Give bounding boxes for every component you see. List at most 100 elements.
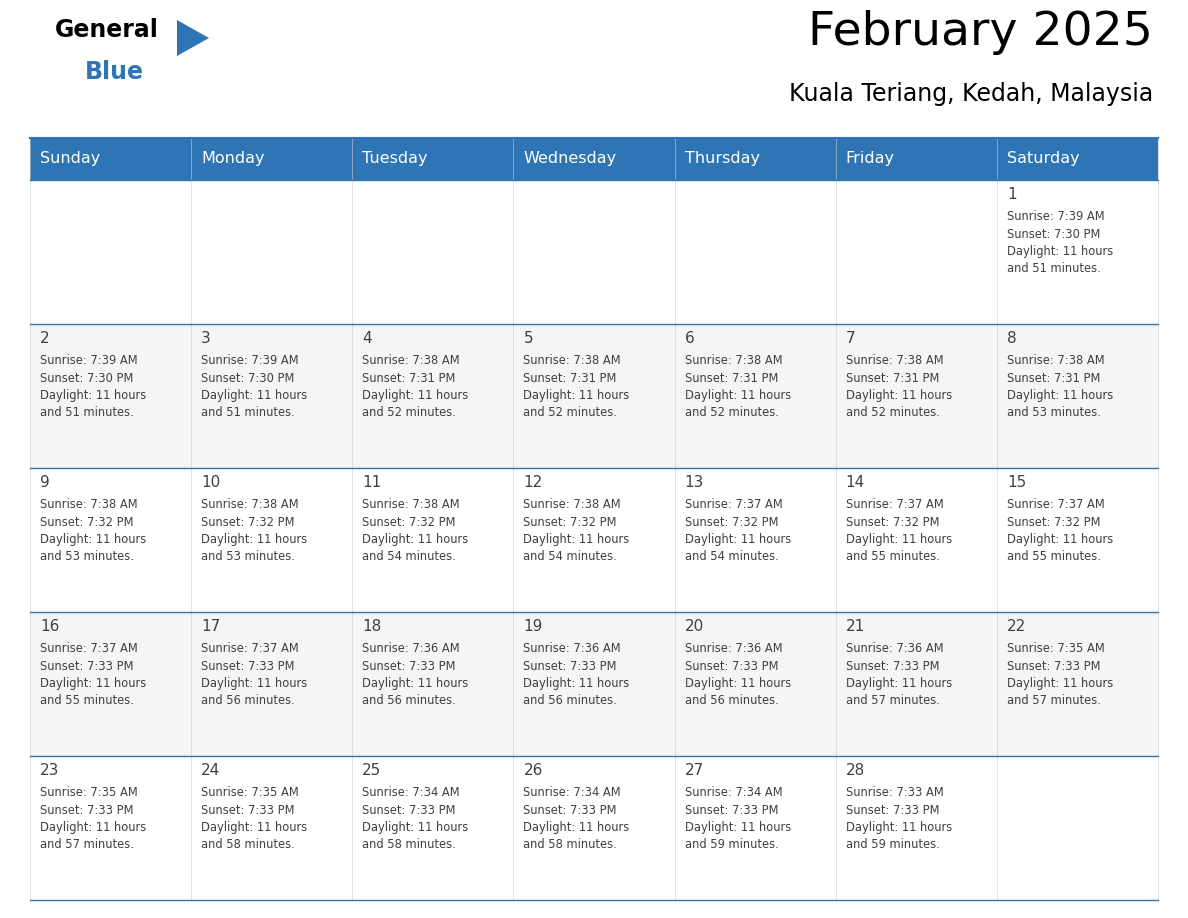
Text: Sunset: 7:33 PM: Sunset: 7:33 PM bbox=[524, 803, 617, 816]
Bar bbox=[513, 324, 675, 468]
Bar bbox=[353, 612, 513, 756]
Text: Daylight: 11 hours: Daylight: 11 hours bbox=[40, 389, 146, 402]
Text: 20: 20 bbox=[684, 619, 703, 634]
Text: Sunset: 7:31 PM: Sunset: 7:31 PM bbox=[362, 372, 456, 385]
Text: and 51 minutes.: and 51 minutes. bbox=[40, 407, 134, 420]
Text: Sunrise: 7:37 AM: Sunrise: 7:37 AM bbox=[1007, 498, 1105, 511]
Text: and 57 minutes.: and 57 minutes. bbox=[1007, 695, 1101, 708]
Text: Sunset: 7:32 PM: Sunset: 7:32 PM bbox=[846, 516, 940, 529]
Text: Sunrise: 7:35 AM: Sunrise: 7:35 AM bbox=[201, 786, 299, 799]
Text: Sunset: 7:33 PM: Sunset: 7:33 PM bbox=[201, 659, 295, 673]
Text: and 59 minutes.: and 59 minutes. bbox=[684, 838, 778, 852]
Bar bbox=[30, 138, 1158, 180]
Text: Sunset: 7:33 PM: Sunset: 7:33 PM bbox=[40, 803, 133, 816]
Bar bbox=[675, 756, 835, 900]
Text: and 58 minutes.: and 58 minutes. bbox=[201, 838, 295, 852]
Text: Sunset: 7:33 PM: Sunset: 7:33 PM bbox=[684, 659, 778, 673]
Text: Sunset: 7:33 PM: Sunset: 7:33 PM bbox=[524, 659, 617, 673]
Text: Daylight: 11 hours: Daylight: 11 hours bbox=[362, 389, 468, 402]
Bar bbox=[191, 612, 353, 756]
Bar bbox=[513, 468, 675, 612]
Text: 26: 26 bbox=[524, 763, 543, 778]
Text: Sunrise: 7:38 AM: Sunrise: 7:38 AM bbox=[362, 498, 460, 511]
Text: Sunrise: 7:39 AM: Sunrise: 7:39 AM bbox=[40, 354, 138, 367]
Bar bbox=[675, 324, 835, 468]
Text: Daylight: 11 hours: Daylight: 11 hours bbox=[201, 389, 308, 402]
Text: Monday: Monday bbox=[201, 151, 265, 166]
Text: 16: 16 bbox=[40, 619, 59, 634]
Text: 24: 24 bbox=[201, 763, 221, 778]
Text: and 52 minutes.: and 52 minutes. bbox=[362, 407, 456, 420]
Text: Sunrise: 7:33 AM: Sunrise: 7:33 AM bbox=[846, 786, 943, 799]
Text: Daylight: 11 hours: Daylight: 11 hours bbox=[684, 533, 791, 546]
Text: Sunrise: 7:37 AM: Sunrise: 7:37 AM bbox=[40, 642, 138, 655]
Text: February 2025: February 2025 bbox=[808, 10, 1154, 55]
Text: Sunset: 7:31 PM: Sunset: 7:31 PM bbox=[524, 372, 617, 385]
Bar bbox=[997, 756, 1158, 900]
Text: 21: 21 bbox=[846, 619, 865, 634]
Bar bbox=[835, 180, 997, 324]
Text: Wednesday: Wednesday bbox=[524, 151, 617, 166]
Text: Sunrise: 7:34 AM: Sunrise: 7:34 AM bbox=[524, 786, 621, 799]
Bar bbox=[997, 180, 1158, 324]
Text: Sunrise: 7:36 AM: Sunrise: 7:36 AM bbox=[524, 642, 621, 655]
Text: Daylight: 11 hours: Daylight: 11 hours bbox=[1007, 533, 1113, 546]
Text: Daylight: 11 hours: Daylight: 11 hours bbox=[846, 533, 952, 546]
Text: Daylight: 11 hours: Daylight: 11 hours bbox=[1007, 677, 1113, 690]
Bar bbox=[997, 612, 1158, 756]
Text: and 55 minutes.: and 55 minutes. bbox=[846, 551, 940, 564]
Text: Thursday: Thursday bbox=[684, 151, 759, 166]
Text: Sunrise: 7:36 AM: Sunrise: 7:36 AM bbox=[362, 642, 460, 655]
Text: 17: 17 bbox=[201, 619, 221, 634]
Bar bbox=[353, 756, 513, 900]
Text: Sunset: 7:33 PM: Sunset: 7:33 PM bbox=[362, 659, 456, 673]
Text: Sunday: Sunday bbox=[40, 151, 100, 166]
Text: Sunset: 7:33 PM: Sunset: 7:33 PM bbox=[362, 803, 456, 816]
Text: Sunset: 7:33 PM: Sunset: 7:33 PM bbox=[846, 803, 940, 816]
Text: Sunrise: 7:39 AM: Sunrise: 7:39 AM bbox=[1007, 210, 1105, 223]
Bar bbox=[513, 756, 675, 900]
Text: Sunset: 7:32 PM: Sunset: 7:32 PM bbox=[684, 516, 778, 529]
Text: Sunset: 7:32 PM: Sunset: 7:32 PM bbox=[40, 516, 133, 529]
Text: and 52 minutes.: and 52 minutes. bbox=[684, 407, 778, 420]
Polygon shape bbox=[177, 20, 209, 56]
Text: 15: 15 bbox=[1007, 475, 1026, 490]
Text: 23: 23 bbox=[40, 763, 59, 778]
Text: Sunset: 7:33 PM: Sunset: 7:33 PM bbox=[846, 659, 940, 673]
Text: 7: 7 bbox=[846, 331, 855, 346]
Text: Daylight: 11 hours: Daylight: 11 hours bbox=[1007, 245, 1113, 258]
Text: Sunset: 7:30 PM: Sunset: 7:30 PM bbox=[1007, 228, 1100, 241]
Bar bbox=[30, 324, 191, 468]
Bar bbox=[835, 468, 997, 612]
Text: Sunrise: 7:38 AM: Sunrise: 7:38 AM bbox=[1007, 354, 1105, 367]
Text: 6: 6 bbox=[684, 331, 694, 346]
Text: 19: 19 bbox=[524, 619, 543, 634]
Bar bbox=[835, 756, 997, 900]
Text: Daylight: 11 hours: Daylight: 11 hours bbox=[1007, 389, 1113, 402]
Text: 25: 25 bbox=[362, 763, 381, 778]
Text: and 55 minutes.: and 55 minutes. bbox=[1007, 551, 1101, 564]
Text: and 58 minutes.: and 58 minutes. bbox=[524, 838, 618, 852]
Text: Daylight: 11 hours: Daylight: 11 hours bbox=[362, 677, 468, 690]
Text: 11: 11 bbox=[362, 475, 381, 490]
Text: and 53 minutes.: and 53 minutes. bbox=[1007, 407, 1101, 420]
Text: and 56 minutes.: and 56 minutes. bbox=[362, 695, 456, 708]
Text: Sunset: 7:33 PM: Sunset: 7:33 PM bbox=[1007, 659, 1100, 673]
Text: Sunset: 7:30 PM: Sunset: 7:30 PM bbox=[201, 372, 295, 385]
Text: Sunrise: 7:38 AM: Sunrise: 7:38 AM bbox=[362, 354, 460, 367]
Text: and 52 minutes.: and 52 minutes. bbox=[524, 407, 618, 420]
Text: and 53 minutes.: and 53 minutes. bbox=[40, 551, 134, 564]
Text: 22: 22 bbox=[1007, 619, 1026, 634]
Text: Daylight: 11 hours: Daylight: 11 hours bbox=[684, 389, 791, 402]
Text: Daylight: 11 hours: Daylight: 11 hours bbox=[362, 533, 468, 546]
Bar bbox=[997, 468, 1158, 612]
Text: Daylight: 11 hours: Daylight: 11 hours bbox=[524, 389, 630, 402]
Text: Kuala Teriang, Kedah, Malaysia: Kuala Teriang, Kedah, Malaysia bbox=[789, 82, 1154, 106]
Text: and 54 minutes.: and 54 minutes. bbox=[362, 551, 456, 564]
Text: 3: 3 bbox=[201, 331, 211, 346]
Text: Sunrise: 7:36 AM: Sunrise: 7:36 AM bbox=[684, 642, 782, 655]
Text: Sunrise: 7:38 AM: Sunrise: 7:38 AM bbox=[40, 498, 138, 511]
Text: 28: 28 bbox=[846, 763, 865, 778]
Text: 10: 10 bbox=[201, 475, 221, 490]
Text: Sunset: 7:33 PM: Sunset: 7:33 PM bbox=[40, 659, 133, 673]
